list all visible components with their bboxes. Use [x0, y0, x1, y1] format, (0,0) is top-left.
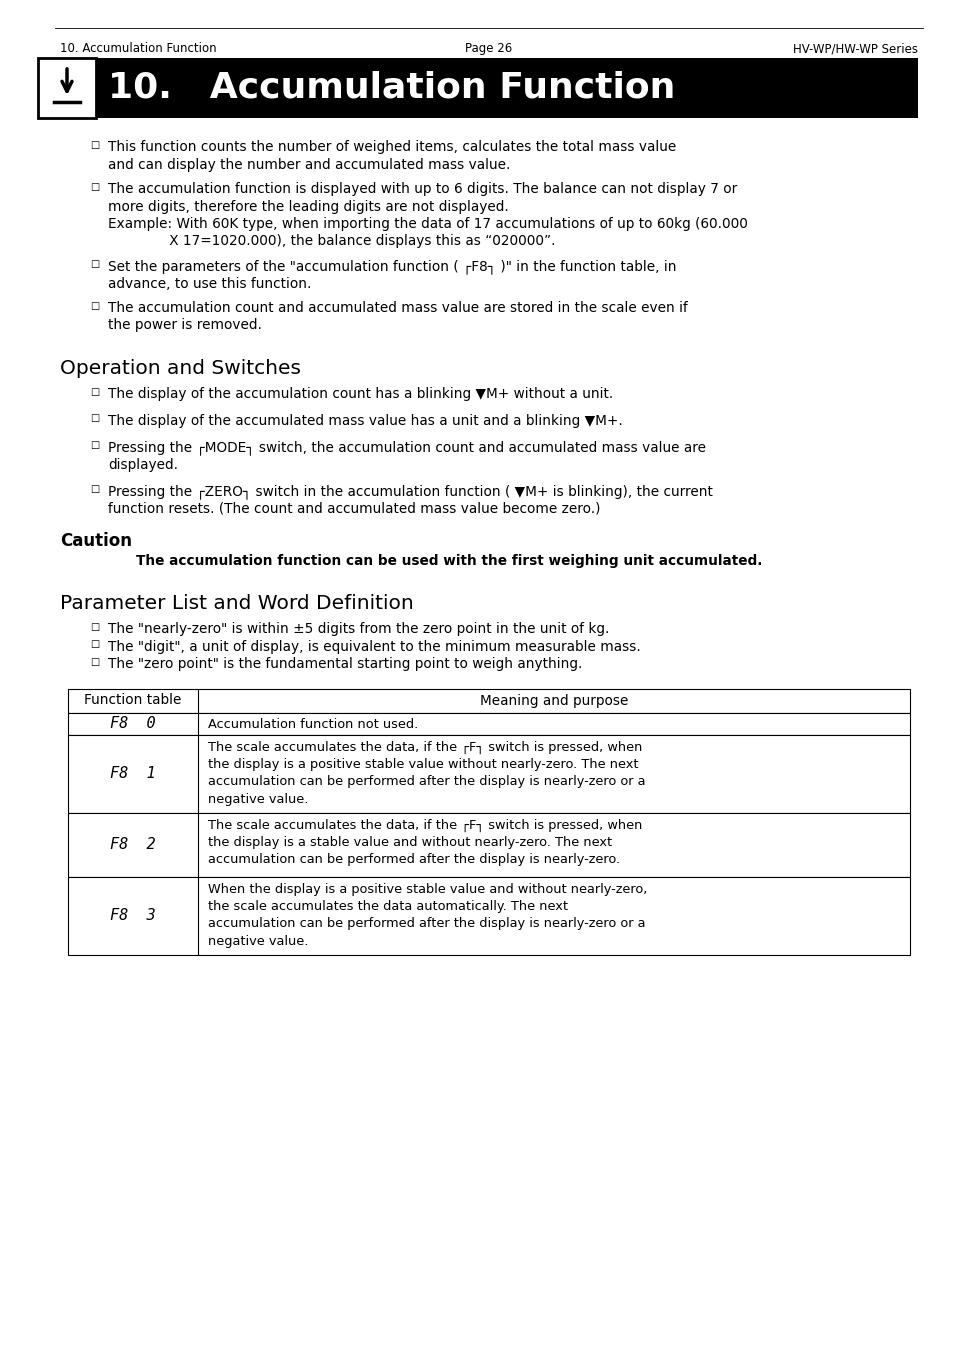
Text: Pressing the ┌MODE┐ switch, the accumulation count and accumulated mass value ar: Pressing the ┌MODE┐ switch, the accumula…: [108, 440, 705, 455]
Text: accumulation can be performed after the display is nearly-zero.: accumulation can be performed after the …: [208, 853, 619, 867]
Text: The "nearly-zero" is within ±5 digits from the zero point in the unit of kg.: The "nearly-zero" is within ±5 digits fr…: [108, 622, 609, 636]
Text: The accumulation function is displayed with up to 6 digits. The balance can not : The accumulation function is displayed w…: [108, 182, 737, 196]
Text: The "zero point" is the fundamental starting point to weigh anything.: The "zero point" is the fundamental star…: [108, 657, 581, 671]
Text: The accumulation count and accumulated mass value are stored in the scale even i: The accumulation count and accumulated m…: [108, 301, 687, 315]
Text: □: □: [90, 413, 99, 424]
Text: negative value.: negative value.: [208, 792, 308, 806]
Bar: [38, 58, 96, 117]
Text: The display of the accumulated mass value has a unit and a blinking ▼M+.: The display of the accumulated mass valu…: [108, 413, 622, 428]
Text: Operation and Switches: Operation and Switches: [60, 359, 301, 378]
Text: □: □: [90, 640, 99, 649]
Text: Set the parameters of the "accumulation function ( ┌F8┐ )" in the function table: Set the parameters of the "accumulation …: [108, 259, 676, 274]
Text: □: □: [90, 259, 99, 269]
Text: F8  1: F8 1: [111, 765, 155, 782]
Bar: [68, 813, 909, 876]
Text: □: □: [90, 140, 99, 150]
Text: advance, to use this function.: advance, to use this function.: [108, 277, 311, 290]
Text: accumulation can be performed after the display is nearly-zero or a: accumulation can be performed after the …: [208, 918, 645, 930]
Text: Caution: Caution: [60, 532, 132, 549]
Text: □: □: [90, 387, 99, 397]
Bar: [96, 58, 917, 117]
Text: more digits, therefore the leading digits are not displayed.: more digits, therefore the leading digit…: [108, 200, 508, 213]
Text: Example: With 60K type, when importing the data of 17 accumulations of up to 60k: Example: With 60K type, when importing t…: [108, 217, 747, 231]
Text: When the display is a positive stable value and without nearly-zero,: When the display is a positive stable va…: [208, 883, 647, 895]
Text: □: □: [90, 301, 99, 310]
Bar: [68, 876, 909, 954]
Text: negative value.: negative value.: [208, 936, 308, 948]
Text: The accumulation function can be used with the first weighing unit accumulated.: The accumulation function can be used wi…: [136, 554, 761, 568]
Text: This function counts the number of weighed items, calculates the total mass valu: This function counts the number of weigh…: [108, 140, 676, 154]
Text: HV-WP/HW-WP Series: HV-WP/HW-WP Series: [792, 42, 917, 55]
Bar: [68, 734, 909, 813]
Text: F8  0: F8 0: [111, 716, 155, 730]
Text: Meaning and purpose: Meaning and purpose: [479, 694, 627, 707]
Text: displayed.: displayed.: [108, 458, 178, 471]
Text: the display is a positive stable value without nearly-zero. The next: the display is a positive stable value w…: [208, 757, 638, 771]
Text: the display is a stable value and without nearly-zero. The next: the display is a stable value and withou…: [208, 836, 612, 849]
Text: 10.   Accumulation Function: 10. Accumulation Function: [108, 72, 675, 105]
Text: accumulation can be performed after the display is nearly-zero or a: accumulation can be performed after the …: [208, 775, 645, 788]
Text: function resets. (The count and accumulated mass value become zero.): function resets. (The count and accumula…: [108, 501, 599, 516]
Text: F8  2: F8 2: [111, 837, 155, 852]
Text: Parameter List and Word Definition: Parameter List and Word Definition: [60, 594, 414, 613]
Text: and can display the number and accumulated mass value.: and can display the number and accumulat…: [108, 158, 510, 171]
Text: □: □: [90, 440, 99, 450]
Text: □: □: [90, 485, 99, 494]
Text: Function table: Function table: [84, 694, 181, 707]
Text: The display of the accumulation count has a blinking ▼M+ without a unit.: The display of the accumulation count ha…: [108, 387, 613, 401]
Text: □: □: [90, 657, 99, 667]
Text: □: □: [90, 622, 99, 632]
Bar: [68, 713, 909, 734]
Text: Page 26: Page 26: [465, 42, 512, 55]
Text: The scale accumulates the data, if the ┌F┐ switch is pressed, when: The scale accumulates the data, if the ┌…: [208, 741, 641, 753]
Text: the scale accumulates the data automatically. The next: the scale accumulates the data automatic…: [208, 900, 567, 913]
Bar: [68, 688, 909, 713]
Text: F8  3: F8 3: [111, 909, 155, 923]
Text: the power is removed.: the power is removed.: [108, 319, 262, 332]
Text: Accumulation function not used.: Accumulation function not used.: [208, 718, 417, 732]
Text: The scale accumulates the data, if the ┌F┐ switch is pressed, when: The scale accumulates the data, if the ┌…: [208, 818, 641, 832]
Text: 10. Accumulation Function: 10. Accumulation Function: [60, 42, 216, 55]
Text: The "digit", a unit of display, is equivalent to the minimum measurable mass.: The "digit", a unit of display, is equiv…: [108, 640, 640, 653]
Text: X 17=1020.000), the balance displays this as “020000”.: X 17=1020.000), the balance displays thi…: [108, 235, 555, 248]
Text: □: □: [90, 182, 99, 192]
Text: Pressing the ┌ZERO┐ switch in the accumulation function ( ▼M+ is blinking), the : Pressing the ┌ZERO┐ switch in the accumu…: [108, 485, 712, 498]
